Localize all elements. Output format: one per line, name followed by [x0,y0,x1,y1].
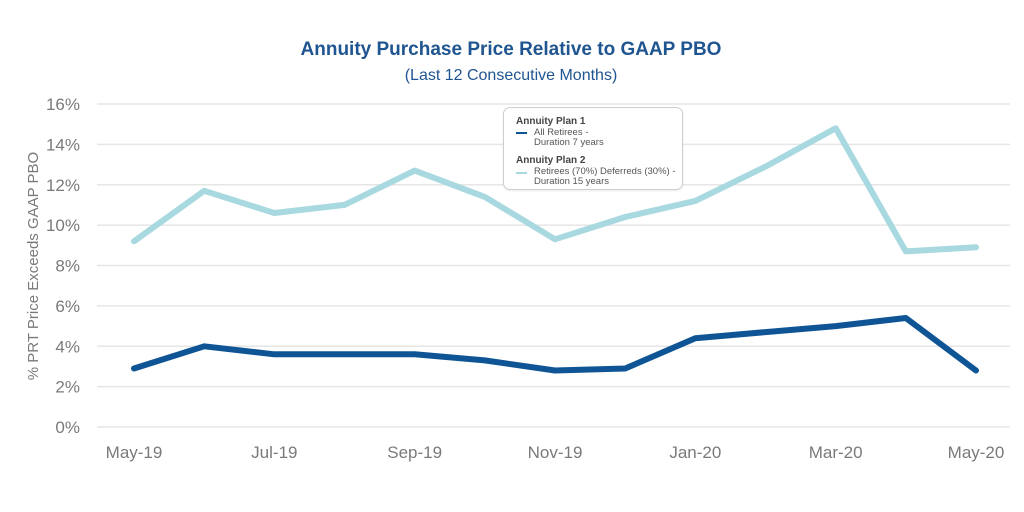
legend-swatch-plan-1 [516,132,527,134]
x-tick-label: Mar-20 [809,443,863,462]
y-axis-ticks: 0% 2% 4% 6% 8% 10% 12% 14% 16% [46,95,80,437]
x-tick-label: Sep-19 [387,443,442,462]
y-tick-label: 0% [55,418,80,437]
y-tick-label: 6% [55,297,80,316]
legend: Annuity Plan 1 All Retirees - Duration 7… [503,107,683,190]
y-tick-label: 10% [46,216,80,235]
x-axis-ticks: May-19 Jul-19 Sep-19 Nov-19 Jan-20 Mar-20 May-… [106,443,1005,462]
y-tick-label: 12% [46,176,80,195]
y-tick-label: 14% [46,135,80,154]
y-tick-label: 2% [55,378,80,397]
y-tick-label: 4% [55,337,80,356]
chart-subtitle: (Last 12 Consecutive Months) [405,67,618,84]
legend-label-plan-1-line-1: All Retirees - [534,127,589,138]
y-axis-label: % PRT Price Exceeds GAAP PBO [25,152,42,380]
legend-label-plan-2-line-1: Retirees (70%) Deferreds (30%) - [534,166,676,177]
series-lines [131,125,979,374]
legend-group-2-title: Annuity Plan 2 [516,155,586,166]
y-tick-label: 8% [55,257,80,276]
x-tick-label: May-19 [106,443,163,462]
x-tick-label: May-20 [948,443,1005,462]
legend-label-plan-2-line-2: Duration 15 years [534,176,609,187]
gridlines [97,103,1010,428]
legend-swatch-plan-2 [516,172,527,174]
legend-group-1-title: Annuity Plan 1 [516,116,586,127]
x-tick-label: Jul-19 [251,443,297,462]
chart-title: Annuity Purchase Price Relative to GAAP … [301,39,722,60]
legend-label-plan-1-line-2: Duration 7 years [534,137,604,148]
series-line-plan-1 [131,315,979,374]
y-tick-label: 16% [46,95,80,114]
x-tick-label: Nov-19 [528,443,583,462]
x-tick-label: Jan-20 [669,443,721,462]
